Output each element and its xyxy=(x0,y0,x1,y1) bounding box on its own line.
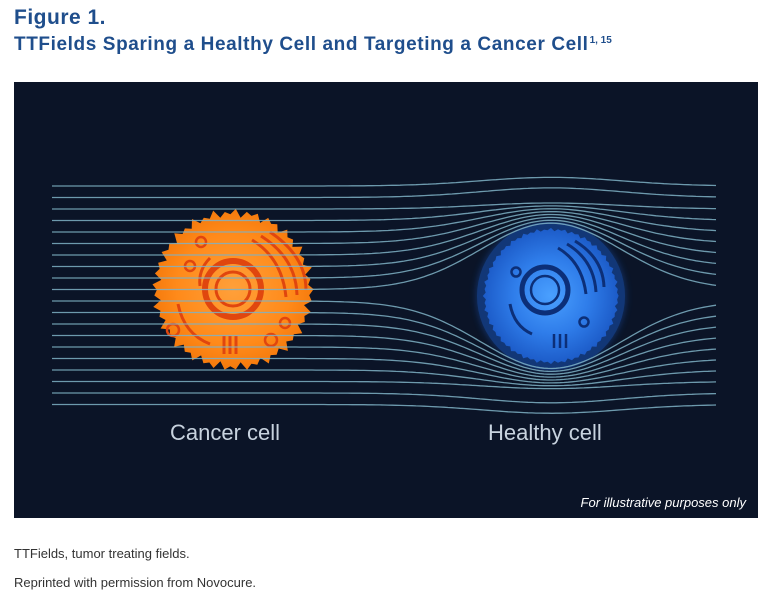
field-line xyxy=(52,346,717,381)
figure-title-text: TTFields Sparing a Healthy Cell and Targ… xyxy=(14,34,589,55)
electric-field-lines xyxy=(52,176,717,414)
field-line xyxy=(52,369,717,387)
field-line xyxy=(52,392,717,404)
ttfields-illustration xyxy=(52,176,717,414)
field-line xyxy=(52,334,717,378)
field-line xyxy=(52,205,717,222)
healthy-cell-label: Healthy cell xyxy=(488,420,602,445)
field-line xyxy=(52,216,717,268)
cancer-cell-label: Cancer cell xyxy=(170,420,281,445)
field-line xyxy=(52,311,717,373)
field-line xyxy=(52,222,717,291)
field-line xyxy=(52,208,717,233)
field-line xyxy=(52,403,717,414)
field-line xyxy=(52,357,717,384)
field-line xyxy=(52,323,717,375)
field-line xyxy=(52,300,717,370)
field-line xyxy=(52,176,717,187)
field-line xyxy=(52,202,716,210)
field-line xyxy=(52,380,717,390)
field-line xyxy=(52,213,717,256)
healthy-cell-nucleus xyxy=(508,239,606,348)
abbreviation-footnote: TTFields, tumor treating fields. xyxy=(14,546,190,561)
illustrative-disclaimer: For illustrative purposes only xyxy=(580,495,746,510)
healthy-cell xyxy=(477,222,625,370)
field-line xyxy=(52,219,717,279)
figure-label: Figure 1. xyxy=(14,6,107,29)
field-line xyxy=(52,187,717,199)
figure-title-citation: 1, 15 xyxy=(589,34,612,46)
illustration-panel: Cancer cell Healthy cell For illustrativ… xyxy=(14,82,758,518)
figure-title: TTFields Sparing a Healthy Cell and Targ… xyxy=(14,34,612,56)
field-line xyxy=(52,210,717,245)
permission-footnote: Reprinted with permission from Novocure. xyxy=(14,575,257,590)
